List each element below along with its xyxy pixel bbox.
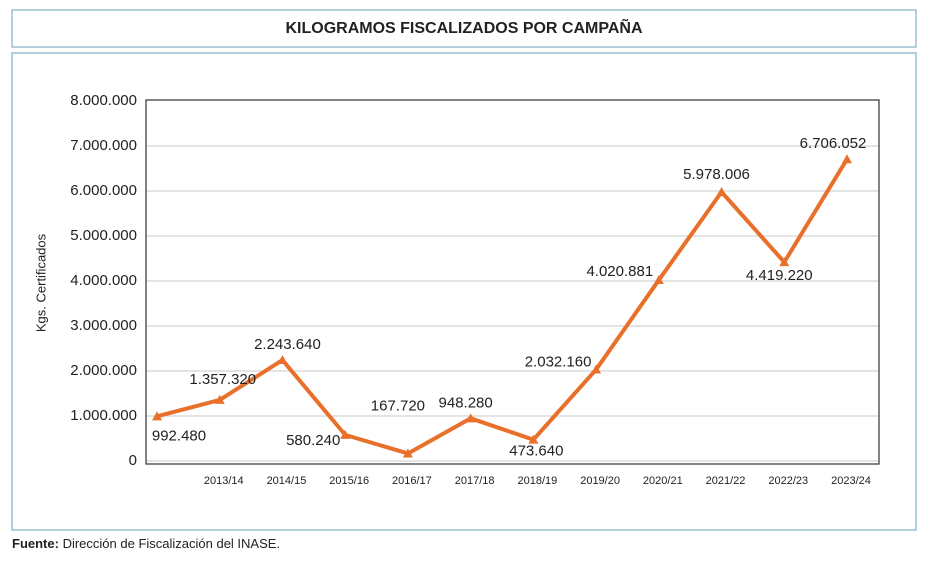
data-label: 4.020.881 (586, 263, 653, 280)
data-label: 1.357.320 (189, 371, 256, 388)
x-tick-label: 2023/24 (831, 475, 871, 487)
footer-text: Dirección de Fiscalización del INASE. (63, 536, 280, 551)
x-tick-label: 2021/22 (706, 475, 746, 487)
data-label: 6.706.052 (800, 135, 867, 152)
marker (779, 257, 790, 267)
marker (653, 275, 664, 285)
y-tick-label: 1.000.000 (70, 407, 137, 424)
y-tick-label: 0 (129, 452, 137, 469)
x-tick-label: 2014/15 (267, 475, 307, 487)
chart-title: KILOGRAMOS FISCALIZADOS POR CAMPAÑA (285, 17, 642, 37)
marker (465, 413, 476, 423)
title-box (11, 9, 917, 48)
x-tick-label: 2019/20 (580, 475, 620, 487)
marker (152, 411, 162, 421)
x-tick-label: 2022/23 (768, 475, 808, 487)
line (156, 158, 849, 456)
marker (277, 355, 288, 365)
footer: Fuente: Dirección de Fiscalización del I… (12, 536, 280, 551)
marker (716, 186, 727, 196)
y-tick-label: 6.000.000 (70, 182, 137, 199)
data-label: 948.280 (439, 394, 493, 411)
y-tick-label: 3.000.000 (70, 317, 137, 334)
x-tick-label: 2017/18 (455, 475, 495, 487)
data-label: 473.640 (509, 443, 563, 460)
x-tick-label: 2013/14 (204, 475, 244, 487)
marker (402, 448, 413, 458)
data-label: 992.480 (152, 427, 206, 444)
data-label: 2.243.640 (254, 336, 321, 353)
data-label: 4.419.220 (746, 267, 813, 284)
marker (591, 364, 602, 374)
data-label: 2.032.160 (525, 354, 592, 371)
y-tick-label: 2.000.000 (70, 362, 137, 379)
y-tick-label: 7.000.000 (70, 137, 137, 154)
y-tick-label: 8.000.000 (70, 92, 137, 109)
marker (340, 429, 351, 439)
y-axis-label: Kgs. Certificados (33, 233, 48, 332)
x-tick-label: 2018/19 (517, 475, 557, 487)
x-tick-label: 2016/17 (392, 475, 432, 487)
x-tick-label: 2020/21 (643, 475, 683, 487)
y-tick-label: 5.000.000 (70, 227, 137, 244)
footer-label: Fuente: (12, 536, 59, 551)
marker (214, 394, 225, 404)
marker (528, 434, 539, 444)
y-tick-label: 4.000.000 (70, 272, 137, 289)
marker (842, 154, 852, 164)
plot-frame (145, 99, 880, 465)
data-label: 5.978.006 (683, 166, 750, 183)
chart-box (11, 52, 917, 531)
x-tick-label: 2015/16 (329, 475, 369, 487)
data-label: 167.720 (371, 397, 425, 414)
data-label: 580.240 (286, 432, 340, 449)
